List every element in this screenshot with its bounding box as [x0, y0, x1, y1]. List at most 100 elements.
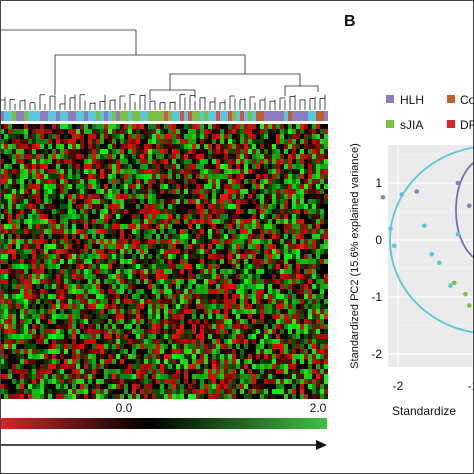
heatmap-cell	[20, 299, 24, 304]
heatmap-cell	[24, 174, 28, 179]
heatmap-cell	[312, 394, 316, 399]
heatmap-cell	[280, 219, 284, 224]
heatmap-cell	[268, 334, 272, 339]
heatmap-cell	[24, 324, 28, 329]
heatmap-cell	[188, 199, 192, 204]
heatmap-cell	[172, 269, 176, 274]
heatmap-cell	[232, 184, 236, 189]
group-cell	[236, 111, 240, 121]
heatmap-cell	[216, 219, 220, 224]
heatmap-cell	[20, 129, 24, 134]
heatmap-cell	[64, 344, 68, 349]
heatmap-cell	[76, 334, 80, 339]
heatmap-cell	[44, 284, 48, 289]
heatmap-cell	[92, 354, 96, 359]
heatmap-cell	[16, 229, 20, 234]
heatmap-cell	[260, 389, 264, 394]
heatmap-cell	[304, 234, 308, 239]
heatmap-cell	[132, 329, 136, 334]
heatmap-cell	[144, 269, 148, 274]
heatmap-cell	[132, 384, 136, 389]
color-scale-bar	[0, 418, 327, 429]
group-cell	[316, 111, 320, 121]
heatmap-cell	[72, 284, 76, 289]
heatmap-cell	[204, 254, 208, 259]
heatmap-cell	[204, 369, 208, 374]
heatmap-cell	[60, 369, 64, 374]
heatmap-cell	[300, 339, 304, 344]
heatmap-cell	[100, 364, 104, 369]
heatmap-cell	[252, 224, 256, 229]
heatmap-cell	[304, 369, 308, 374]
heatmap-cell	[120, 334, 124, 339]
heatmap-cell	[32, 234, 36, 239]
heatmap-cell	[248, 244, 252, 249]
heatmap-cell	[32, 199, 36, 204]
heatmap-cell	[124, 309, 128, 314]
heatmap-cell	[228, 329, 232, 334]
heatmap-cell	[192, 354, 196, 359]
heatmap-cell	[240, 269, 244, 274]
heatmap-cell	[56, 169, 60, 174]
heatmap-cell	[264, 209, 268, 214]
heatmap-cell	[16, 184, 20, 189]
heatmap-cell	[212, 279, 216, 284]
heatmap-cell	[4, 234, 8, 239]
heatmap-cell	[148, 259, 152, 264]
heatmap-cell	[152, 304, 156, 309]
heatmap-cell	[88, 354, 92, 359]
heatmap-cell	[28, 234, 32, 239]
heatmap-cell	[140, 194, 144, 199]
heatmap-cell	[324, 244, 328, 249]
heatmap-cell	[292, 354, 296, 359]
heatmap-cell	[284, 209, 288, 214]
heatmap-cell	[204, 189, 208, 194]
heatmap-cell	[4, 309, 8, 314]
heatmap-cell	[248, 354, 252, 359]
heatmap-cell	[160, 144, 164, 149]
heatmap-cell	[220, 329, 224, 334]
heatmap-cell	[80, 179, 84, 184]
heatmap-cell	[100, 279, 104, 284]
heatmap-cell	[268, 164, 272, 169]
heatmap-cell	[180, 369, 184, 374]
heatmap-cell	[224, 289, 228, 294]
heatmap-cell	[72, 344, 76, 349]
heatmap-cell	[312, 214, 316, 219]
heatmap-cell	[160, 359, 164, 364]
heatmap-cell	[264, 154, 268, 159]
heatmap-cell	[168, 379, 172, 384]
heatmap-cell	[100, 379, 104, 384]
heatmap-cell	[52, 259, 56, 264]
heatmap-cell	[16, 174, 20, 179]
heatmap-cell	[188, 354, 192, 359]
heatmap-cell	[312, 389, 316, 394]
heatmap-cell	[276, 194, 280, 199]
heatmap-cell	[168, 179, 172, 184]
heatmap-cell	[80, 224, 84, 229]
heatmap-cell	[124, 379, 128, 384]
heatmap-cell	[136, 304, 140, 309]
heatmap-cell	[204, 179, 208, 184]
heatmap-cell	[312, 164, 316, 169]
heatmap-cell	[288, 324, 292, 329]
heatmap-cell	[104, 354, 108, 359]
heatmap-cell	[172, 394, 176, 399]
heatmap-cell	[148, 239, 152, 244]
heatmap-cell	[80, 199, 84, 204]
heatmap-cell	[144, 289, 148, 294]
heatmap-cell	[224, 229, 228, 234]
heatmap-cell	[244, 384, 248, 389]
heatmap-cell	[216, 154, 220, 159]
heatmap-cell	[172, 349, 176, 354]
heatmap-cell	[72, 174, 76, 179]
heatmap-cell	[172, 309, 176, 314]
heatmap-cell	[212, 284, 216, 289]
heatmap-cell	[128, 234, 132, 239]
heatmap-cell	[300, 189, 304, 194]
heatmap-cell	[176, 234, 180, 239]
heatmap-cell	[236, 149, 240, 154]
heatmap-cell	[140, 364, 144, 369]
heatmap-cell	[204, 234, 208, 239]
heatmap-cell	[88, 289, 92, 294]
